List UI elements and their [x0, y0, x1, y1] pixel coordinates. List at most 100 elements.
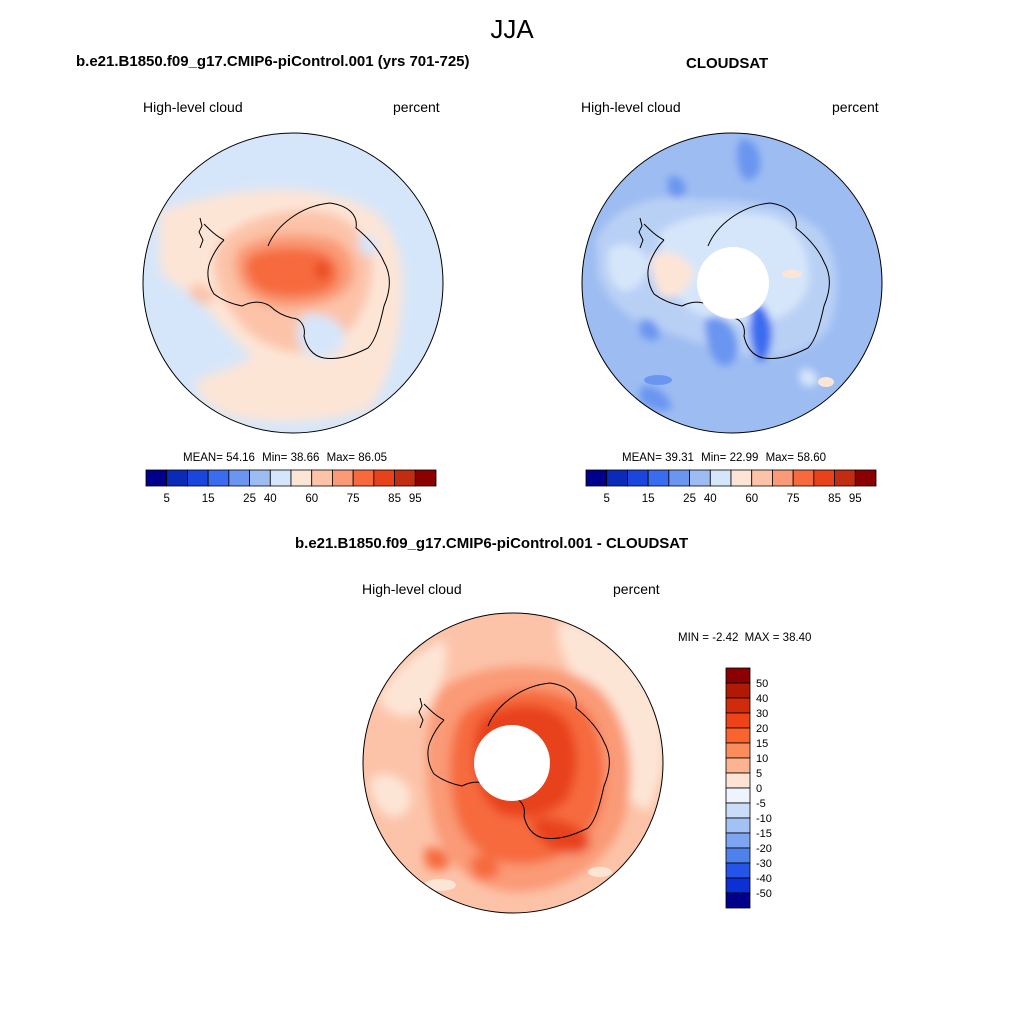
colorbar-box [725, 787, 751, 804]
colorbar-tick-label: -50 [756, 888, 772, 900]
colorbar-box [311, 469, 333, 487]
model-colorbar: 5 15 25 40 60 75 85 95 [145, 469, 437, 505]
colorbar-box [689, 469, 711, 487]
colorbar-box [627, 469, 649, 487]
colorbar-box [207, 469, 230, 487]
obs-max-label: Max= [765, 452, 795, 464]
colorbar-tick-label: 30 [756, 708, 768, 720]
colorbar-box [772, 469, 794, 487]
colorbar-tick-label: 85 [828, 493, 841, 505]
model-polar-map [142, 132, 444, 434]
obs-variable-label: High-level cloud [581, 99, 681, 115]
diff-max-value: 38.40 [782, 632, 812, 644]
colorbar-tick-label: 75 [347, 493, 360, 505]
colorbar-tick-label: 40 [756, 693, 768, 705]
obs-mean-label: MEAN= [622, 452, 662, 464]
colorbar-tick-label: 25 [243, 493, 256, 505]
colorbar-box [290, 469, 313, 487]
diff-polar-map [362, 612, 664, 914]
colorbar-box [269, 469, 292, 487]
colorbar-tick-label: 95 [409, 493, 422, 505]
colorbar-box [725, 892, 751, 909]
obs-max-value: 58.60 [797, 452, 827, 464]
colorbar-box [647, 469, 670, 487]
colorbar-box [352, 469, 375, 487]
colorbar-tick-label: -20 [756, 843, 772, 855]
colorbar-tick-label: 60 [305, 493, 318, 505]
model-max-label: Max= [326, 452, 356, 464]
model-min-value: 38.66 [290, 452, 320, 464]
colorbar-tick-label: 10 [756, 753, 768, 765]
colorbar-box [249, 469, 271, 487]
colorbar-box [373, 469, 395, 487]
colorbar-box [725, 667, 751, 684]
obs-polar-map [581, 132, 883, 434]
colorbar-tick-label: 75 [787, 493, 800, 505]
colorbar-box [709, 469, 732, 487]
diff-max-label: MAX = [744, 632, 780, 644]
colorbar-box [725, 832, 751, 849]
model-units-label: percent [393, 99, 440, 115]
obs-min-label: Min= [701, 452, 727, 464]
colorbar-box [228, 469, 250, 487]
colorbar-box [725, 682, 751, 699]
colorbar-tick-label: 95 [849, 493, 862, 505]
obs-units-label: percent [832, 99, 879, 115]
obs-stats: MEAN= 39.31 Min= 22.99 Max= 58.60 [622, 452, 826, 464]
model-stats: MEAN= 54.16 Min= 38.66 Max= 86.05 [183, 452, 387, 464]
obs-mean-value: 39.31 [665, 452, 694, 464]
colorbar-tick-label: 0 [756, 783, 762, 795]
colorbar-tick-label: -30 [756, 858, 772, 870]
diff-stats: MIN = -2.42 MAX = 38.40 [678, 632, 811, 644]
colorbar-tick-label: 60 [745, 493, 758, 505]
model-variable-label: High-level cloud [143, 99, 243, 115]
colorbar-box [730, 469, 753, 487]
model-mean-label: MEAN= [183, 452, 223, 464]
colorbar-tick-label: -10 [756, 813, 772, 825]
colorbar-box [725, 712, 751, 729]
colorbar-box [725, 817, 751, 834]
colorbar-tick-label: 50 [756, 678, 768, 690]
colorbar-tick-label: 85 [388, 493, 401, 505]
diff-panel-title: b.e21.B1850.f09_g17.CMIP6-piControl.001 … [295, 535, 689, 552]
colorbar-box [725, 757, 751, 774]
colorbar-tick-label: 15 [642, 493, 655, 505]
diff-min-value: -2.42 [712, 632, 739, 644]
colorbar-tick-label: 40 [264, 493, 277, 505]
colorbar-tick-label: 15 [756, 738, 768, 750]
colorbar-box [854, 469, 877, 487]
colorbar-box [668, 469, 690, 487]
colorbar-box [606, 469, 628, 487]
colorbar-box [792, 469, 815, 487]
colorbar-box [145, 469, 168, 487]
colorbar-tick-label: -5 [756, 798, 766, 810]
colorbar-box [332, 469, 354, 487]
model-max-value: 86.05 [358, 452, 388, 464]
colorbar-box [725, 772, 751, 789]
colorbar-tick-label: 15 [202, 493, 215, 505]
colorbar-tick-label: 20 [756, 723, 768, 735]
colorbar-tick-label: 40 [704, 493, 717, 505]
model-panel-title: b.e21.B1850.f09_g17.CMIP6-piControl.001 … [76, 53, 470, 70]
colorbar-box [585, 469, 608, 487]
colorbar-box [725, 847, 751, 864]
colorbar-box [725, 742, 751, 759]
model-min-label: Min= [262, 452, 288, 464]
model-mean-value: 54.16 [226, 452, 255, 464]
diff-min-label: MIN = [678, 632, 709, 644]
colorbar-box [166, 469, 188, 487]
colorbar-box [725, 862, 751, 879]
obs-panel-title: CLOUDSAT [686, 55, 769, 72]
diff-variable-label: High-level cloud [362, 581, 462, 597]
colorbar-box [394, 469, 416, 487]
colorbar-box [725, 877, 751, 894]
colorbar-box [725, 697, 751, 714]
colorbar-box [414, 469, 437, 487]
colorbar-box [751, 469, 773, 487]
colorbar-tick-label: 5 [756, 768, 762, 780]
page-title: JJA [490, 14, 534, 44]
obs-min-value: 22.99 [729, 452, 759, 464]
colorbar-tick-label: -40 [756, 873, 772, 885]
colorbar-box [725, 727, 751, 744]
colorbar-tick-label: 5 [164, 493, 170, 505]
